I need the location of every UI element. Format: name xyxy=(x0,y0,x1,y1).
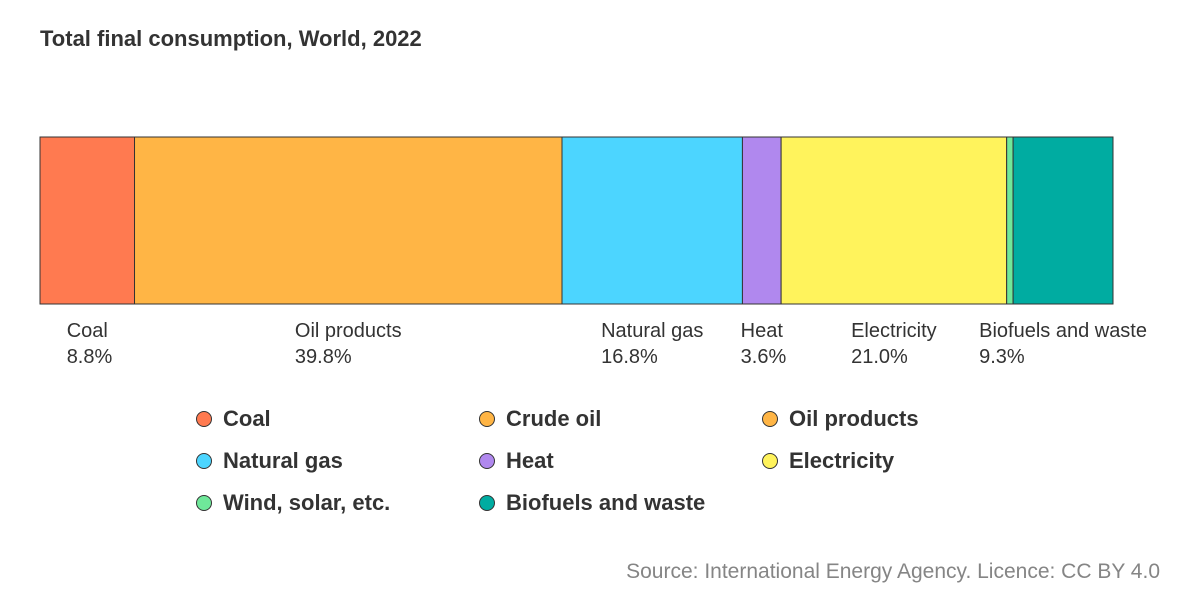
legend-item-oil-products: Oil products xyxy=(762,404,1045,434)
bar-segment-natural-gas xyxy=(561,136,743,305)
bar-segment-coal xyxy=(39,136,136,305)
legend-swatch-icon xyxy=(479,411,495,427)
legend-swatch-icon xyxy=(762,411,778,427)
category-label-coal: Coal xyxy=(67,320,108,342)
category-label-biofuels-and-waste: Biofuels and waste xyxy=(979,320,1147,342)
legend-label: Crude oil xyxy=(506,406,602,431)
value-label-electricity: 21.0% xyxy=(851,346,908,368)
legend-swatch-icon xyxy=(479,453,495,469)
bar-segment-wind-solar-etc xyxy=(1006,136,1014,305)
legend-label: Natural gas xyxy=(223,448,343,473)
category-label-natural-gas: Natural gas xyxy=(601,320,703,342)
value-label-heat: 3.6% xyxy=(741,346,787,368)
legend-swatch-icon xyxy=(479,495,495,511)
legend-label: Electricity xyxy=(789,448,895,473)
legend-item-crude-oil: Crude oil xyxy=(479,404,762,434)
legend: Coal Crude oil Oil products Natural gas Heat… xyxy=(196,404,1056,518)
bar-segment-heat xyxy=(741,136,782,305)
category-label-oil-products: Oil products xyxy=(295,320,402,342)
legend-item-biofuels-and-waste: Biofuels and waste xyxy=(479,488,762,518)
legend-item-electricity: Electricity xyxy=(762,446,1045,476)
legend-swatch-icon xyxy=(196,495,212,511)
legend-item-natural-gas: Natural gas xyxy=(196,446,479,476)
value-label-coal: 8.8% xyxy=(67,346,113,368)
chart-title: Total final consumption, World, 2022 xyxy=(40,26,422,51)
segment-labels: Coal 8.8% Oil products 39.8% Natural gas 16.8… xyxy=(67,320,1147,368)
category-label-heat: Heat xyxy=(741,320,784,342)
bar-segment-biofuels-and-waste xyxy=(1012,136,1114,305)
legend-label: Wind, solar, etc. xyxy=(223,490,391,515)
legend-label: Heat xyxy=(506,448,554,473)
value-label-biofuels-and-waste: 9.3% xyxy=(979,346,1025,368)
bar-segment-oil-products xyxy=(134,136,563,305)
legend-label: Coal xyxy=(223,406,271,431)
legend-item-heat: Heat xyxy=(479,446,762,476)
legend-item-wind-solar-etc: Wind, solar, etc. xyxy=(196,488,479,518)
bar-segments xyxy=(39,136,1114,305)
legend-swatch-icon xyxy=(762,453,778,469)
category-label-electricity: Electricity xyxy=(851,320,937,342)
value-label-oil-products: 39.8% xyxy=(295,346,352,368)
legend-label: Biofuels and waste xyxy=(506,490,706,515)
legend-swatch-icon xyxy=(196,453,212,469)
source-note: Source: International Energy Agency. Lic… xyxy=(626,560,1160,583)
legend-swatch-icon xyxy=(196,411,212,427)
legend-item-coal: Coal xyxy=(196,404,479,434)
bar-segment-electricity xyxy=(780,136,1008,305)
legend-label: Oil products xyxy=(789,406,919,431)
value-label-natural-gas: 16.8% xyxy=(601,346,658,368)
